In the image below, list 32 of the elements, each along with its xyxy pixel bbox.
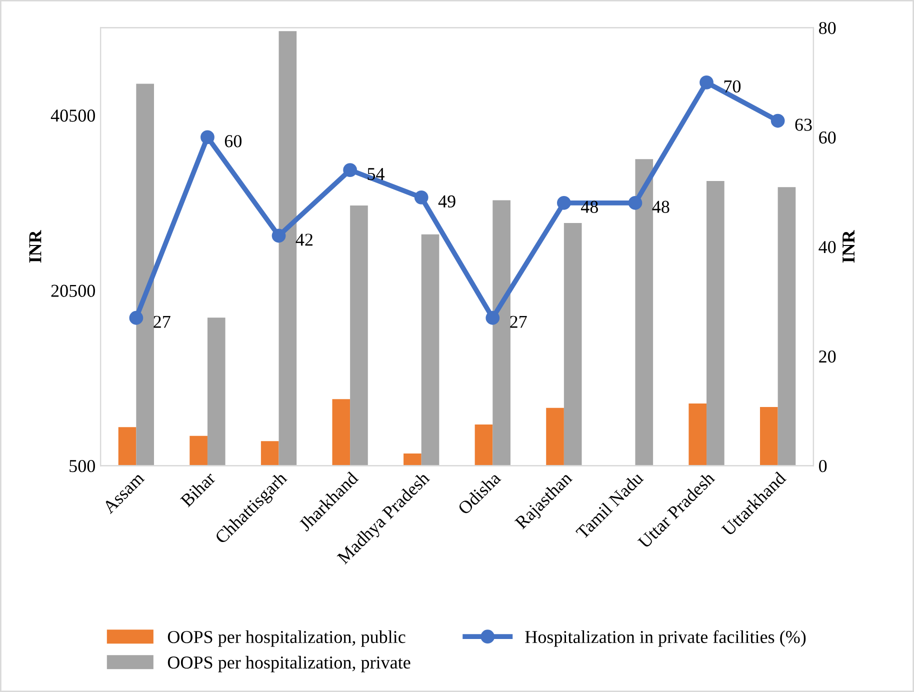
data-label: 54 [368,168,384,180]
legend-label: OOPS per hospitalization, private [168,656,410,672]
point [770,114,785,128]
y2-tick-label: 20 [819,350,836,363]
point [628,196,642,210]
legend-label: Hospitalization in private facilities (%) [525,630,806,647]
data-label: 48 [652,200,670,213]
data-label: 42 [296,234,312,246]
y2-tick-label: 40 [818,240,836,254]
y2-tick-label: 0 [819,460,827,472]
data-label: 63 [795,118,812,131]
y-axis-title: INR [29,230,42,263]
data-label: 60 [224,135,242,148]
y-tick-label: 20500 [51,284,95,297]
data-label: 70 [724,80,741,93]
point [129,310,144,325]
point [200,130,214,144]
point [700,75,714,90]
legend-label: OOPS per hospitalization, public [168,630,406,647]
point [272,228,286,243]
point [556,196,571,210]
point [414,190,428,204]
y2-tick-label: 60 [819,131,836,144]
y-tick-label: 500 [70,460,95,472]
point [486,310,500,325]
data-label: 27 [510,316,527,328]
y2-axis-title: INR [842,230,854,263]
point [343,163,358,177]
y2-tick-label: 80 [819,22,836,34]
data-label: 49 [438,195,456,208]
y-tick-label: 40500 [50,110,95,122]
data-label: 27 [154,316,170,328]
